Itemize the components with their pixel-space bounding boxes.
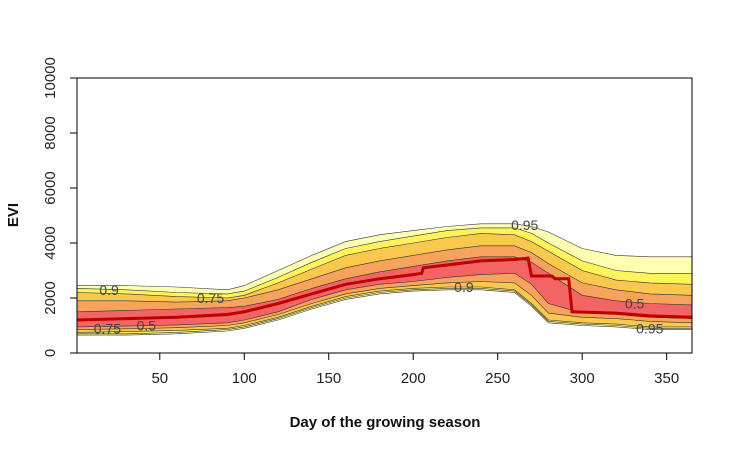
contour-label: 0.95 <box>511 217 538 233</box>
x-tick-label: 200 <box>401 370 426 387</box>
contour-label: 0.95 <box>636 320 663 336</box>
x-tick-label: 150 <box>316 370 341 387</box>
y-tick-label: 6000 <box>42 171 59 204</box>
median-line <box>76 256 693 322</box>
x-tick-label: 100 <box>232 370 257 387</box>
y-tick-label: 8000 <box>42 116 59 149</box>
y-tick-label: 0 <box>42 349 59 357</box>
contour-label: 0.5 <box>625 296 645 312</box>
x-tick-label: 300 <box>570 370 595 387</box>
contour-label: 0.9 <box>454 279 474 295</box>
y-tick-label: 2000 <box>42 281 59 314</box>
x-tick-label: 250 <box>485 370 510 387</box>
x-axis-title: Day of the growing season <box>290 414 481 431</box>
y-tick-label: 10000 <box>42 57 59 99</box>
median-layer <box>76 256 693 322</box>
x-tick-label: 350 <box>654 370 679 387</box>
contour-label: 0.9 <box>99 282 119 298</box>
y-tick-label: 4000 <box>42 226 59 259</box>
y-axis: 0 2000 4000 6000 8000 10000 <box>42 57 78 357</box>
contour-label: 0.75 <box>94 320 121 336</box>
contour-labels: 0.9 0.75 0.75 0.5 0.95 0.9 0.5 0.95 <box>94 217 664 336</box>
x-tick-label: 50 <box>151 370 168 387</box>
y-axis-title: EVI <box>5 203 22 227</box>
contour-label: 0.5 <box>137 318 157 334</box>
contour-label: 0.75 <box>197 290 224 306</box>
x-axis: 50 100 150 200 250 300 350 <box>151 352 679 387</box>
